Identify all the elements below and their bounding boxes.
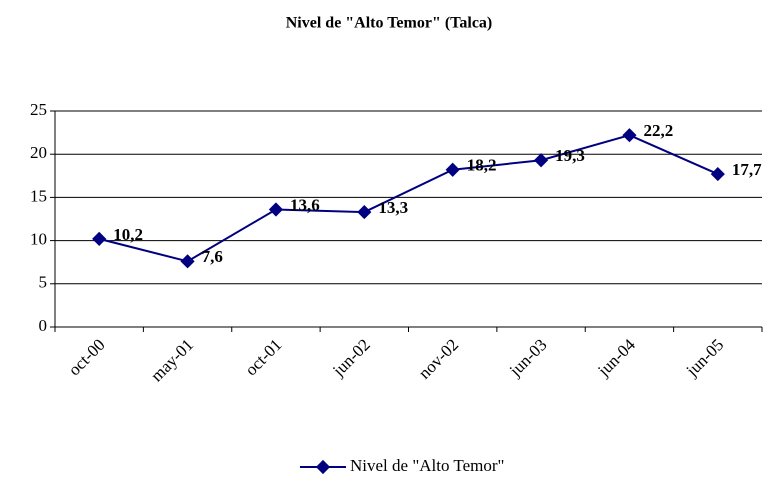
y-tick-label: 20 xyxy=(30,143,47,162)
y-tick-label: 25 xyxy=(30,100,47,119)
x-tick-label: jun-05 xyxy=(682,335,728,381)
data-label: 13,6 xyxy=(290,195,320,214)
data-label: 10,2 xyxy=(113,225,143,244)
data-label: 19,3 xyxy=(555,146,585,165)
y-tick-label: 10 xyxy=(30,230,47,249)
marker xyxy=(710,167,725,182)
x-tick-label: oct-01 xyxy=(241,335,285,379)
data-label: 18,2 xyxy=(467,156,497,175)
marker xyxy=(622,128,637,143)
y-tick-label: 15 xyxy=(30,186,47,205)
x-tick-label: may-01 xyxy=(147,335,197,385)
legend-label: Nivel de "Alto Temor" xyxy=(350,456,505,475)
y-tick-label: 0 xyxy=(39,316,48,335)
chart-title: Nivel de "Alto Temor" (Talca) xyxy=(286,15,493,32)
data-label: 13,3 xyxy=(378,198,408,217)
x-tick-label: jun-03 xyxy=(505,335,551,381)
y-tick-label: 5 xyxy=(39,273,48,292)
data-label: 22,2 xyxy=(643,121,673,140)
marker xyxy=(533,153,549,168)
x-tick-label: nov-02 xyxy=(415,335,462,382)
x-tick-label: jun-04 xyxy=(593,335,639,381)
legend-marker xyxy=(315,459,331,475)
x-tick-label: jun-02 xyxy=(328,335,374,381)
data-label: 17,7 xyxy=(732,160,762,179)
marker xyxy=(180,254,195,269)
marker xyxy=(445,162,460,177)
marker xyxy=(92,231,107,246)
line xyxy=(98,134,719,263)
x-tick-label: oct-00 xyxy=(65,335,109,379)
data-label: 7,6 xyxy=(202,247,223,266)
marker xyxy=(357,205,372,220)
marker xyxy=(268,202,284,217)
